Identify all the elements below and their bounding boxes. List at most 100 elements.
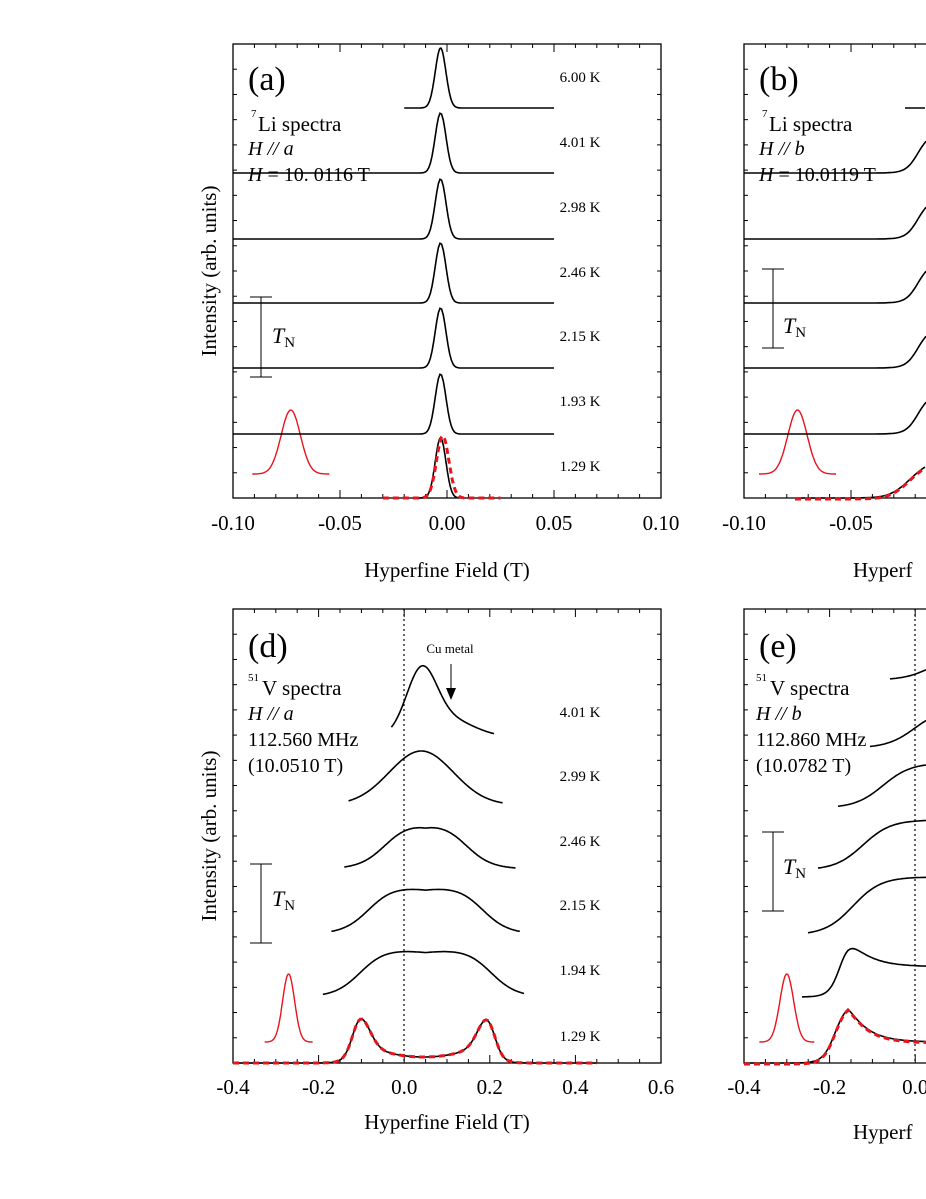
fit-curve bbox=[744, 1008, 926, 1066]
spectrum-trace bbox=[801, 947, 926, 998]
spectrum-trace bbox=[331, 888, 520, 933]
x-tick-label: -0.05 bbox=[318, 511, 362, 535]
cu-metal-arrow bbox=[446, 664, 456, 700]
spectrum-trace bbox=[233, 178, 554, 240]
x-tick-label: -0.10 bbox=[722, 511, 766, 535]
panel-e-ticks: -0.4 -0.2 0.0 bbox=[727, 609, 926, 1099]
panel-a-field-value-var: H bbox=[247, 164, 264, 186]
spectrum-trace bbox=[869, 719, 926, 748]
x-tick-label: 0.0 bbox=[391, 1075, 417, 1099]
panel-e-tn-var: T bbox=[783, 854, 797, 879]
panel-b-field-value-var: H bbox=[758, 164, 775, 186]
reference-peak bbox=[252, 409, 330, 475]
panel-d-traces: 4.01 K 2.99 K 2.46 K 2.15 K 1.94 K 1.29 K bbox=[233, 664, 601, 1065]
spectrum-trace bbox=[404, 47, 554, 109]
panel-d-field-dir-var: H bbox=[247, 703, 264, 725]
x-tick-label: -0.05 bbox=[829, 511, 873, 535]
x-tick-label: 0.10 bbox=[643, 511, 680, 535]
panel-a-xlabel: Hyperfine Field (T) bbox=[364, 558, 530, 582]
x-tick-label: -0.2 bbox=[813, 1075, 846, 1099]
panel-b-nucleus-sup: 7 bbox=[762, 108, 768, 120]
temperature-label: 1.29 K bbox=[560, 1029, 601, 1045]
temperature-label: 2.98 K bbox=[560, 200, 601, 216]
panel-b: -0.10 -0.05 (b) 7 Li spectra H // b H = 1… bbox=[722, 43, 926, 582]
temperature-label: 2.46 K bbox=[560, 834, 601, 850]
spectrum-trace bbox=[744, 270, 926, 304]
fit-curve bbox=[382, 434, 501, 500]
spectrum-trace bbox=[322, 950, 525, 996]
panel-e-field-dir: H // b bbox=[755, 703, 802, 725]
panel-e-tn-sub: N bbox=[795, 866, 806, 882]
panel-a-tn-bracket bbox=[250, 296, 272, 378]
spectrum-trace bbox=[744, 401, 926, 435]
panel-e-frequency: 112.860 MHz bbox=[756, 729, 866, 751]
temperature-label: 2.15 K bbox=[560, 898, 601, 914]
panel-e-field-dir-var: H bbox=[755, 703, 772, 725]
panel-e-field-dir-txt: // b bbox=[770, 703, 801, 725]
panel-b-xlabel: Hyperf bbox=[853, 558, 912, 582]
panel-d-field-dir-txt: // a bbox=[262, 703, 293, 725]
x-tick-label: 0.0 bbox=[902, 1075, 926, 1099]
panel-b-field-dir-txt: // b bbox=[773, 138, 804, 160]
temperature-label: 1.94 K bbox=[560, 963, 601, 979]
spectrum-trace bbox=[817, 819, 926, 869]
x-tick-label: -0.4 bbox=[216, 1075, 250, 1099]
panel-d-nucleus-sup: 51 bbox=[248, 672, 259, 684]
panel-b-field-dir-var: H bbox=[758, 138, 775, 160]
panel-a-nucleus-sup: 7 bbox=[251, 108, 257, 120]
panel-b-field-value-txt: = 10.0119 T bbox=[773, 164, 875, 186]
spectrum-trace bbox=[744, 335, 926, 369]
panel-e: -0.4 -0.2 0.0 (e) 51 V spectra H // b 112.… bbox=[727, 608, 926, 1144]
x-tick-label: 0.6 bbox=[648, 1075, 674, 1099]
temperature-label: 2.99 K bbox=[560, 769, 601, 785]
panel-a-field-value-txt: = 10. 0116 T bbox=[262, 164, 369, 186]
panel-e-nucleus: V spectra bbox=[770, 676, 850, 700]
panel-a-tn-label: TN bbox=[272, 323, 295, 351]
temperature-label: 1.29 K bbox=[560, 459, 601, 475]
reference-peak bbox=[759, 973, 815, 1043]
panel-d-frequency: 112.560 MHz bbox=[248, 729, 358, 751]
panel-b-tn-label: TN bbox=[783, 313, 806, 341]
panel-d-field-dir: H // a bbox=[247, 703, 294, 725]
temperature-label: 4.01 K bbox=[560, 705, 601, 721]
panel-d-tn-label: TN bbox=[272, 886, 295, 914]
panel-a-tn-var: T bbox=[272, 323, 286, 348]
panel-a-traces: 6.00 K 4.01 K 2.98 K 2.46 K 2.15 K 1.93 K 1.29… bbox=[233, 47, 601, 500]
spectrum-trace bbox=[744, 140, 926, 174]
panel-a-letter: (a) bbox=[248, 61, 286, 98]
panel-b-field-value: H = 10.0119 T bbox=[758, 164, 876, 186]
panel-d: -0.4 -0.2 0.0 0.2 0.4 0.6 4.01 K 2.99 K 2.46 K 2… bbox=[197, 608, 674, 1134]
panel-a: -0.10 -0.05 0.00 0.05 0.10 6.00 K 4.01 K 2.98 … bbox=[197, 43, 680, 582]
spectrum-trace bbox=[414, 437, 458, 499]
panel-d-letter: (d) bbox=[248, 628, 288, 665]
panel-e-tn-bracket bbox=[762, 831, 784, 912]
cu-metal-annotation: Cu metal bbox=[426, 641, 474, 656]
panel-d-xlabel: Hyperfine Field (T) bbox=[364, 1110, 530, 1134]
temperature-label: 1.93 K bbox=[560, 394, 601, 410]
panel-b-ticks: -0.10 -0.05 bbox=[722, 44, 916, 535]
temperature-label: 6.00 K bbox=[560, 70, 601, 86]
panel-e-xlabel: Hyperf bbox=[853, 1120, 912, 1144]
fit-curve bbox=[795, 466, 926, 501]
reference-peak bbox=[759, 409, 836, 475]
x-tick-label: -0.10 bbox=[211, 511, 255, 535]
panel-a-field-dir-txt: // a bbox=[262, 138, 293, 160]
panel-e-traces bbox=[744, 668, 926, 1066]
x-tick-label: 0.05 bbox=[536, 511, 573, 535]
panel-b-nucleus: Li spectra bbox=[769, 112, 853, 136]
panel-e-nucleus-sup: 51 bbox=[756, 672, 767, 684]
panel-b-tn-var: T bbox=[783, 313, 797, 338]
panel-d-nucleus: V spectra bbox=[262, 676, 342, 700]
panel-a-field-value: H = 10. 0116 T bbox=[247, 164, 370, 186]
spectrum-trace bbox=[233, 112, 554, 174]
panel-b-tn-sub: N bbox=[795, 325, 806, 341]
panel-e-letter: (e) bbox=[759, 628, 797, 665]
temperature-label: 4.01 K bbox=[560, 135, 601, 151]
spectrum-trace bbox=[390, 664, 495, 735]
panel-e-tn-label: TN bbox=[783, 854, 806, 882]
spectrum-trace bbox=[233, 373, 554, 435]
panel-d-tn-var: T bbox=[272, 886, 286, 911]
x-tick-label: -0.4 bbox=[727, 1075, 761, 1099]
x-tick-label: 0.4 bbox=[562, 1075, 589, 1099]
panel-b-field-dir: H // b bbox=[758, 138, 805, 160]
